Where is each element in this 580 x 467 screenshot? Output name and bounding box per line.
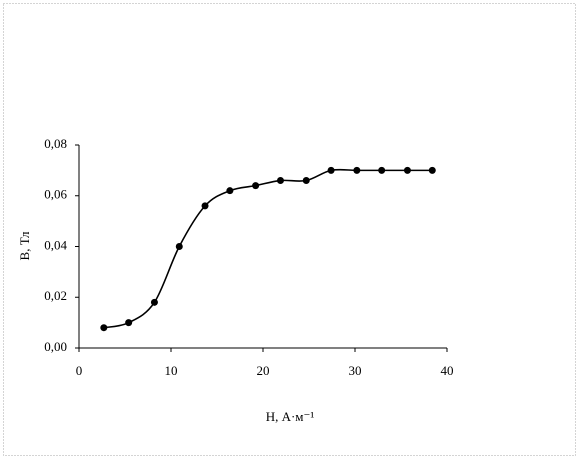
x-tick-label: 40	[441, 363, 454, 378]
marker	[276, 177, 284, 185]
x-tick-label: 10	[165, 363, 178, 378]
y-axis-label: B, Тл	[17, 231, 32, 260]
y-tick-label: 0,06	[44, 187, 67, 202]
marker	[150, 298, 158, 306]
frame	[3, 3, 576, 456]
marker	[125, 319, 133, 327]
y-tick-label: 0,02	[44, 288, 67, 303]
x-axis-label: H, А·м⁻¹	[266, 409, 315, 424]
marker	[403, 166, 411, 174]
marker	[302, 177, 310, 185]
marker	[226, 187, 234, 195]
marker	[100, 324, 108, 332]
marker	[353, 166, 361, 174]
y-tick-label: 0,04	[44, 237, 67, 252]
marker	[201, 202, 209, 210]
x-tick-label: 20	[257, 363, 270, 378]
marker	[327, 166, 335, 174]
x-tick-label: 0	[76, 363, 83, 378]
marker	[378, 166, 386, 174]
y-tick-label: 0,00	[44, 339, 67, 354]
y-tick-label: 0,08	[44, 136, 67, 151]
marker	[428, 166, 436, 174]
marker	[175, 243, 183, 250]
x-tick-label: 30	[349, 363, 362, 378]
marker	[252, 182, 260, 190]
